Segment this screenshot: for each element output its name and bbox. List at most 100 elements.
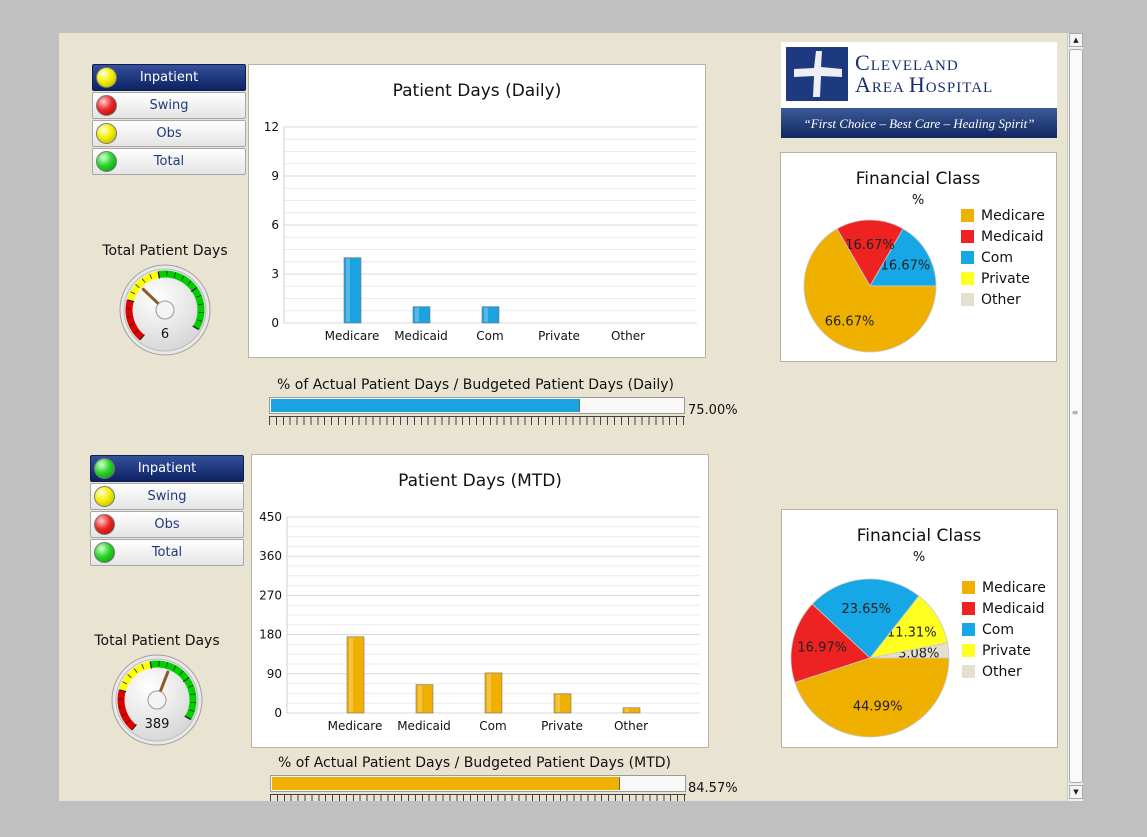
mtd-bar-chart-panel: Patient Days (MTD) 0 90 180 270 360 450 Medicar… — [251, 454, 709, 748]
mtd-selector-total[interactable]: Total — [90, 539, 244, 566]
daily-gauge-title: Total Patient Days — [102, 243, 228, 259]
gauge-tick — [197, 319, 203, 322]
daily-selector-swing[interactable]: Swing — [92, 92, 246, 119]
y-tick-label: 90 — [267, 667, 282, 681]
gauge-tick — [196, 295, 202, 298]
selector-label: Swing — [149, 98, 189, 113]
scroll-up-arrow-icon[interactable]: ▲ — [1069, 33, 1083, 47]
gauge-tick — [189, 709, 195, 712]
pie-slice-medicaid — [836, 219, 904, 287]
hospital-tagline: “First Choice – Best Care – Healing Spir… — [803, 116, 1035, 131]
pie-slice-medicare — [803, 228, 937, 353]
gauge-tick — [118, 706, 124, 708]
y-tick-label: 3 — [271, 267, 279, 281]
pie-slice-com — [869, 228, 937, 287]
legend-label-medicare: Medicare — [982, 580, 1046, 596]
gauge-tick — [139, 334, 145, 341]
selector-label: Obs — [156, 126, 182, 141]
daily-type-selector: Inpatient Swing Obs Total — [92, 64, 246, 176]
gauge-hub — [147, 690, 167, 710]
legend-label-medicaid: Medicaid — [982, 601, 1045, 617]
y-tick-label: 0 — [271, 316, 279, 330]
x-tick-label: Other — [614, 719, 648, 733]
daily-total-gauge: 6 — [119, 264, 211, 356]
daily-selector-total[interactable]: Total — [92, 148, 246, 175]
mtd-progress-ruler — [270, 794, 686, 801]
scroll-thumb[interactable] — [1069, 49, 1083, 783]
gauge-tick — [157, 271, 161, 279]
gauge-tick — [173, 665, 177, 671]
y-tick-label: 12 — [264, 120, 279, 134]
gauge-band — [117, 689, 137, 731]
daily-chart-title: Patient Days (Daily) — [393, 81, 562, 101]
y-tick-label: 9 — [271, 169, 279, 183]
mtd-selector-inpatient[interactable]: Inpatient — [90, 455, 244, 482]
y-tick-label: 450 — [259, 510, 282, 524]
gauge-tick — [149, 661, 153, 669]
pie-slice-medicaid — [790, 603, 871, 683]
gauge-tick — [198, 303, 204, 306]
x-tick-label: Medicare — [328, 719, 383, 733]
scroll-down-arrow-icon[interactable]: ▼ — [1069, 785, 1083, 799]
mtd-financial-class-panel: Financial Class% 3.08% 11.31% 23.65% 16.97% 4… — [781, 509, 1058, 748]
y-tick-label: 180 — [259, 628, 282, 642]
pie-slice-label: 16.67% — [845, 238, 895, 253]
daily-bar-chart: Patient Days (Daily) 0 3 6 9 12 Medicare Medica… — [264, 81, 697, 343]
selector-label: Total — [151, 545, 183, 560]
daily-progress-value: 75.00% — [688, 403, 738, 418]
bar-other — [622, 707, 641, 714]
mtd-progress-title: % of Actual Patient Days / Budgeted Pati… — [278, 755, 671, 771]
legend-label-medicaid: Medicaid — [981, 229, 1044, 245]
legend-label-com: Com — [981, 250, 1013, 266]
x-tick-label: Private — [541, 719, 583, 733]
mtd-selector-swing[interactable]: Swing — [90, 483, 244, 510]
mtd-pie-title: Financial Class — [857, 526, 982, 546]
legend-label-private: Private — [982, 643, 1031, 659]
green-status-light-icon — [94, 458, 115, 479]
y-tick-label: 6 — [271, 218, 279, 232]
gauge-tick — [125, 720, 131, 724]
pie-slice-label: 16.67% — [881, 259, 931, 274]
legend-swatch-private — [961, 272, 974, 285]
legend-label-com: Com — [982, 622, 1014, 638]
gauge-tick — [190, 693, 196, 696]
x-tick-label: Com — [476, 329, 503, 343]
bar-medicare — [343, 257, 362, 324]
logo-band — [781, 108, 1057, 138]
bar-medicare — [346, 636, 365, 714]
yellow-status-light-icon — [96, 123, 117, 144]
pie-slice-com — [811, 578, 920, 659]
gauge-tick — [141, 278, 146, 283]
bar-com — [481, 306, 500, 324]
x-tick-label: Other — [611, 329, 645, 343]
vertical-scrollbar[interactable]: ▲ ≡ ▼ — [1067, 33, 1083, 801]
legend-label-other: Other — [981, 292, 1021, 308]
gauge-tick — [127, 674, 132, 678]
bar-private — [553, 693, 572, 714]
legend-label-private: Private — [981, 271, 1030, 287]
y-tick-label: 270 — [259, 588, 282, 602]
daily-progress-title: % of Actual Patient Days / Budgeted Pati… — [277, 377, 674, 393]
daily-financial-class-panel: Financial Class%0%16.67%16.67%66.67%Medi… — [780, 152, 1057, 362]
selector-label: Inpatient — [139, 70, 199, 85]
bar-medicaid — [412, 306, 431, 324]
daily-progress-fill — [271, 399, 580, 412]
daily-selector-obs[interactable]: Obs — [92, 120, 246, 147]
gauge-band — [118, 661, 152, 692]
mtd-selector-obs[interactable]: Obs — [90, 511, 244, 538]
mtd-type-selector: Inpatient Swing Obs Total — [90, 455, 244, 567]
gauge-tick — [126, 316, 132, 318]
cross-logo-icon — [786, 47, 848, 101]
gauge-value: 389 — [145, 717, 170, 732]
gauge-tick — [190, 287, 198, 293]
gauge-band — [126, 271, 160, 302]
x-tick-label: Medicaid — [397, 719, 451, 733]
pie-slice-label: 16.97% — [797, 640, 847, 655]
yellow-status-light-icon — [94, 486, 115, 507]
gauge-tick — [133, 668, 138, 673]
gauge-tick — [187, 280, 192, 286]
daily-selector-inpatient[interactable]: Inpatient — [92, 64, 246, 91]
gauge-tick — [188, 685, 194, 688]
daily-progress-bar — [269, 397, 685, 414]
y-tick-label: 0 — [274, 706, 282, 720]
